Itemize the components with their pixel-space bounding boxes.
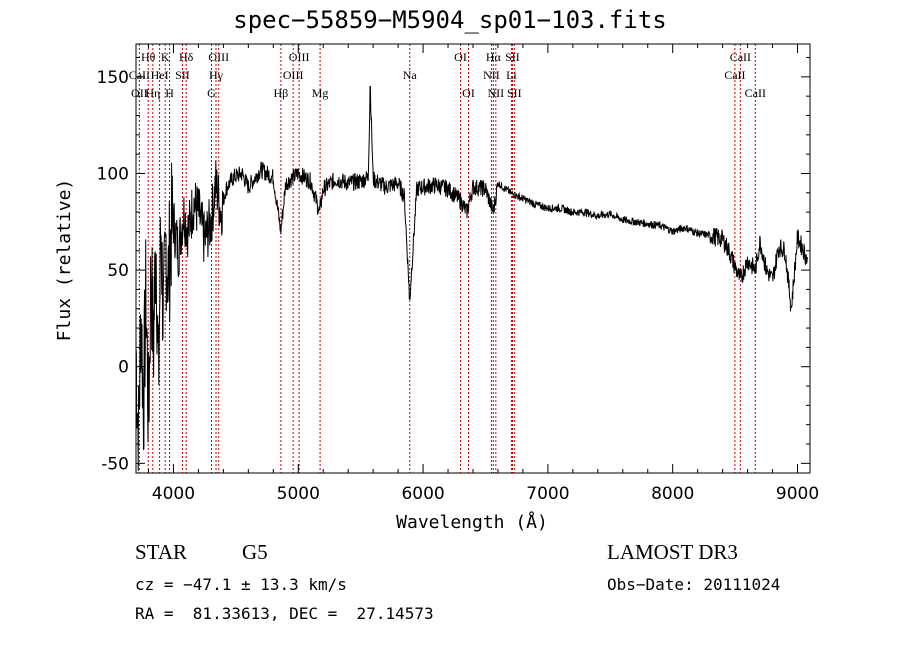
axis-tick-labels: 4000 5000 6000 7000 8000 9000 -50 0 50 100 150 [97, 68, 820, 504]
line-marker-label: Hγ [209, 68, 224, 82]
line-marker-label: OIII [289, 50, 310, 64]
line-marker-label: SII [175, 68, 190, 82]
spectrum-series-line [135, 86, 808, 472]
line-marker-label: NII [488, 86, 505, 100]
line-marker-label: CaII [129, 68, 150, 82]
line-marker-label: CaII [724, 68, 745, 82]
line-marker-label: G [207, 86, 216, 100]
chart-title: spec−55859−M5904_sp01−103.fits [233, 6, 667, 34]
line-marker-label: CaII [730, 50, 751, 64]
line-marker-label: Li [506, 68, 517, 82]
line-marker-label: Hη [145, 86, 160, 100]
line-marker-label: Mg [312, 86, 329, 100]
line-marker-label: SII [507, 86, 522, 100]
line-marker-label: OIII [208, 50, 229, 64]
x-tick-label: 4000 [152, 484, 195, 504]
line-markers [138, 44, 756, 473]
line-marker-label: CaII [745, 86, 766, 100]
x-tick-label: 6000 [401, 484, 444, 504]
axis-ticks [136, 44, 810, 473]
line-marker-label: NII [483, 68, 500, 82]
line-marker-label: SII [505, 50, 520, 64]
x-tick-label: 7000 [526, 484, 569, 504]
x-axis-label: Wavelength (Å) [396, 511, 548, 533]
line-marker-label: H [165, 86, 174, 100]
line-marker-label: OIII [283, 68, 304, 82]
coordinates: RA = 81.33613, DEC = 27.14573 [135, 604, 434, 623]
plot-frame [135, 43, 811, 474]
y-tick-label: 50 [107, 261, 129, 281]
line-marker-label: OI [454, 50, 467, 64]
y-tick-label: -50 [101, 454, 129, 474]
survey-name: LAMOST DR3 [607, 540, 738, 564]
line-marker-label: HeI [151, 68, 169, 82]
x-tick-label: 9000 [776, 484, 819, 504]
line-marker-label: Hα [486, 50, 502, 64]
line-marker-label: Hβ [274, 86, 289, 100]
x-tick-label: 8000 [651, 484, 694, 504]
x-tick-label: 5000 [277, 484, 320, 504]
line-marker-label: Hδ [179, 50, 194, 64]
redshift-velocity: cz = −47.1 ± 13.3 km/s [135, 575, 347, 594]
y-axis-label: Flux (relative) [54, 179, 75, 342]
line-marker-label: OI [462, 86, 475, 100]
line-marker-label: OII [131, 86, 148, 100]
object-class: STAR [135, 540, 187, 564]
line-marker-label: Na [403, 68, 418, 82]
y-tick-label: 100 [97, 164, 129, 184]
line-marker-label: K [161, 50, 170, 64]
object-subclass: G5 [242, 540, 268, 564]
y-tick-label: 0 [118, 358, 129, 378]
line-marker-label: Hθ [141, 50, 156, 64]
observation-date: Obs−Date: 20111024 [607, 575, 781, 594]
y-tick-label: 150 [97, 68, 129, 88]
